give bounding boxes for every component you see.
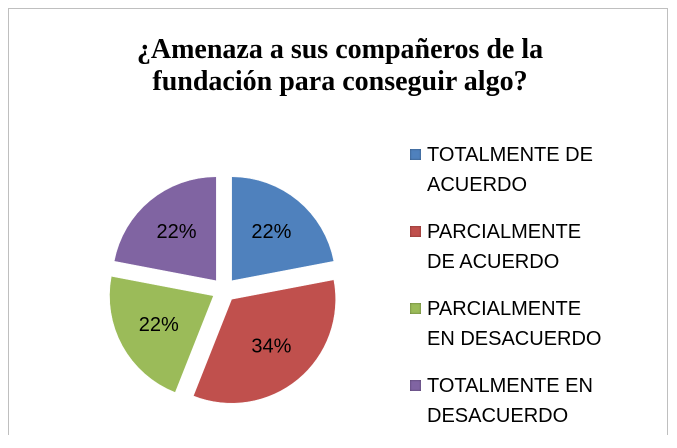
pie-slice — [231, 176, 335, 282]
legend-swatch — [410, 226, 421, 237]
page: {"chart_data": {"type": "pie", "title": … — [8, 8, 668, 435]
legend-swatch — [410, 380, 421, 391]
data-label: 22% — [139, 314, 179, 336]
data-label: 34% — [251, 336, 291, 358]
legend-label: TOTALMENTE DE ACUERDO — [427, 144, 593, 196]
legend-label: PARCIALMENTE EN DESACUERDO — [427, 298, 602, 350]
pie-chart: 22% 34% 22% 22% — [109, 176, 336, 404]
legend-swatch — [410, 149, 421, 160]
chart-border — [8, 8, 668, 435]
data-label: 22% — [251, 221, 291, 243]
legend-label: TOTALMENTE EN DESACUERDO — [427, 375, 593, 427]
legend-entry: TOTALMENTE EN DESACUERDO — [410, 371, 620, 431]
legend-entry: TOTALMENTE DE ACUERDO — [410, 140, 620, 200]
pie-slice — [113, 176, 217, 282]
legend-label: PARCIALMENTE DE ACUERDO — [427, 221, 582, 273]
legend-entry: PARCIALMENTE DE ACUERDO — [410, 217, 620, 277]
chart-title: ¿Amenaza a sus compañeros de la fundació… — [136, 34, 544, 97]
pie-slice — [193, 279, 336, 404]
legend-entry: PARCIALMENTE EN DESACUERDO — [410, 294, 620, 354]
data-label: 22% — [157, 221, 197, 243]
pie-slice — [109, 276, 214, 393]
legend-swatch — [410, 303, 421, 314]
legend: TOTALMENTE DE ACUERDO PARCIALMENTE DE ACU… — [410, 140, 620, 448]
